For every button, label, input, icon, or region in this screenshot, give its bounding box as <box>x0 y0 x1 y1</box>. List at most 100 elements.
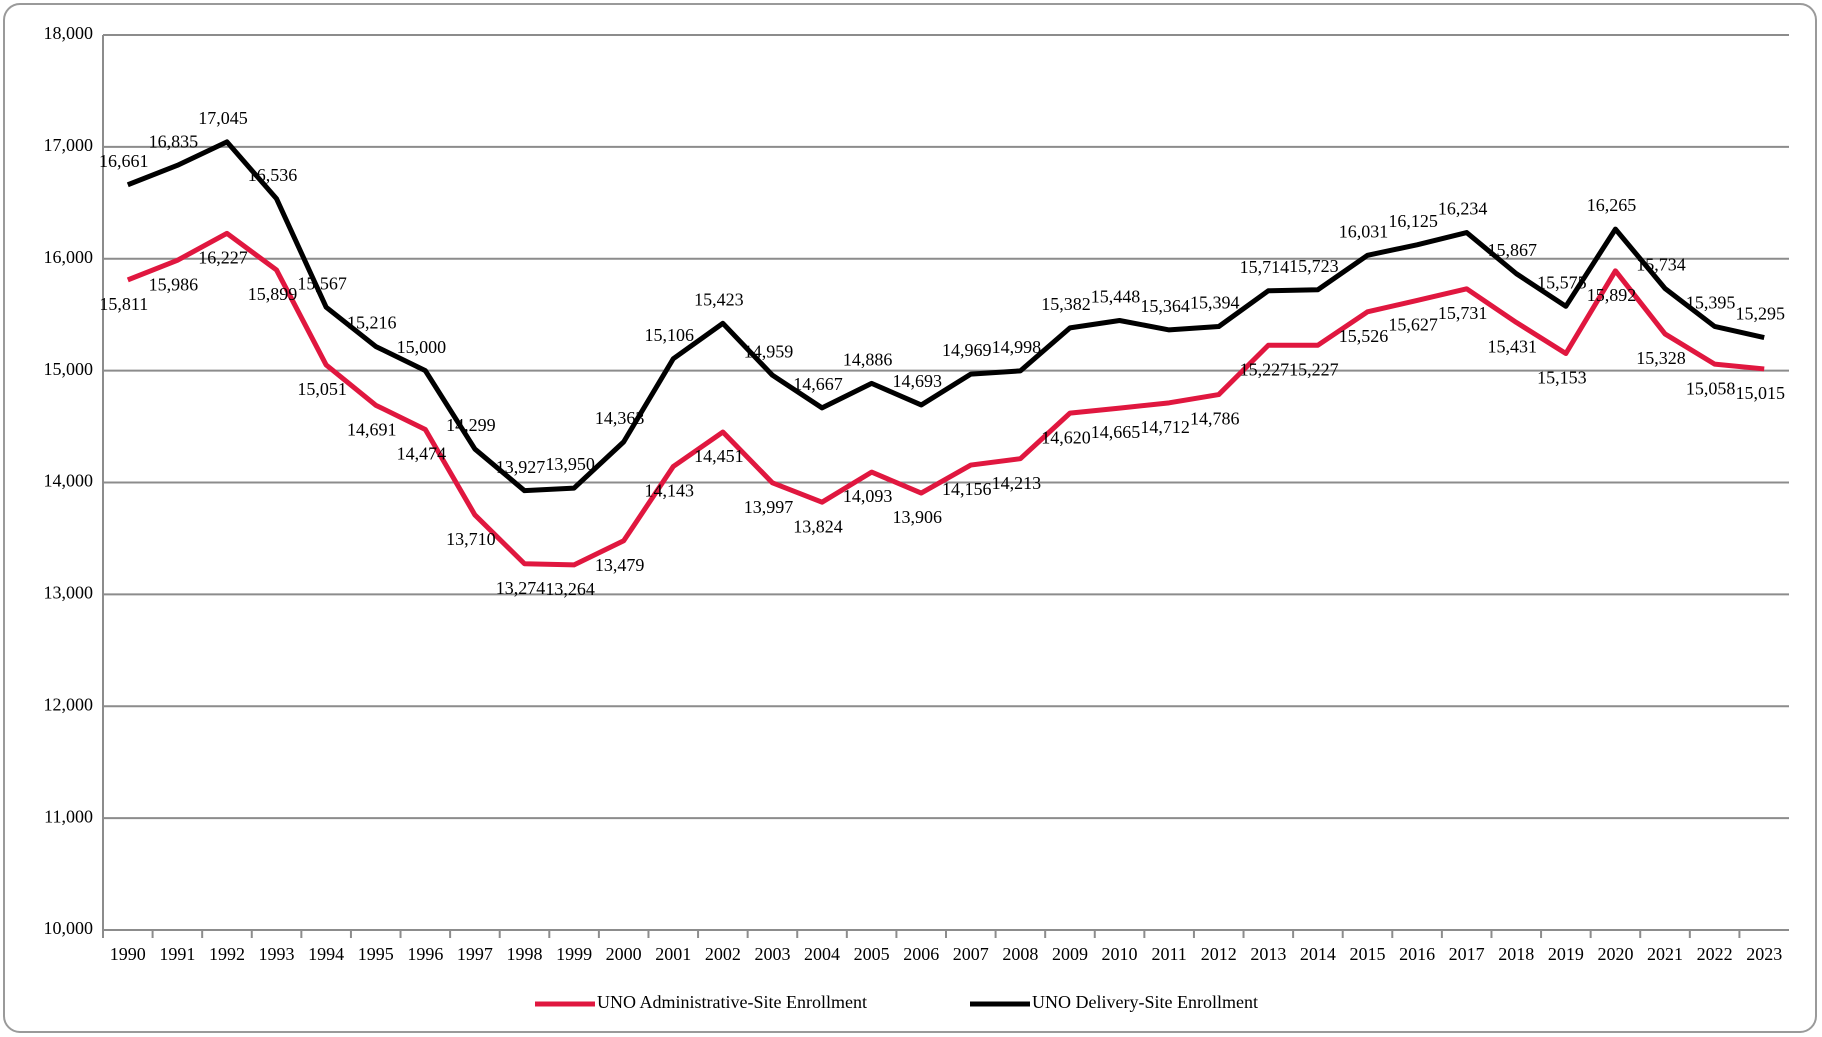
x-tick-label: 2008 <box>1002 944 1038 964</box>
data-label: 15,382 <box>1041 294 1091 314</box>
x-tick-label: 1995 <box>358 944 394 964</box>
x-tick-label: 1999 <box>556 944 592 964</box>
x-tick-label: 2006 <box>903 944 939 964</box>
x-tick-label: 1994 <box>308 944 344 964</box>
x-tick-label: 1997 <box>457 944 493 964</box>
data-label: 15,364 <box>1140 296 1190 316</box>
data-label: 14,299 <box>446 415 496 435</box>
data-label: 15,892 <box>1587 285 1637 305</box>
data-label: 15,723 <box>1289 256 1339 276</box>
y-tick-label: 15,000 <box>44 359 94 379</box>
data-label: 15,567 <box>297 273 347 293</box>
data-label: 15,575 <box>1537 272 1587 292</box>
x-tick-label: 2004 <box>804 944 840 964</box>
data-label: 14,474 <box>397 444 447 464</box>
x-tick-label: 2023 <box>1746 944 1782 964</box>
data-label: 14,363 <box>595 408 645 428</box>
data-label: 15,153 <box>1537 368 1587 388</box>
y-tick-label: 16,000 <box>44 247 94 267</box>
data-label: 15,015 <box>1735 383 1785 403</box>
data-label: 13,927 <box>496 457 546 477</box>
data-label: 13,264 <box>545 579 595 599</box>
x-tick-label: 2012 <box>1201 944 1237 964</box>
data-label: 14,451 <box>694 446 744 466</box>
data-label: 16,835 <box>149 131 199 151</box>
data-label: 15,227 <box>1240 359 1290 379</box>
data-label: 15,448 <box>1091 287 1141 307</box>
data-label: 15,058 <box>1686 378 1736 398</box>
data-label: 17,045 <box>198 108 248 128</box>
data-label: 15,423 <box>694 289 744 309</box>
x-tick-label: 2007 <box>953 944 989 964</box>
data-label: 14,786 <box>1190 409 1240 429</box>
data-label: 15,394 <box>1190 293 1240 313</box>
x-tick-label: 2020 <box>1597 944 1633 964</box>
data-label: 15,328 <box>1636 348 1686 368</box>
x-tick-label: 2018 <box>1498 944 1534 964</box>
data-label: 15,899 <box>248 284 298 304</box>
data-label: 16,661 <box>99 151 149 171</box>
data-label: 13,479 <box>595 555 645 575</box>
data-label: 16,265 <box>1587 195 1637 215</box>
data-label: 14,143 <box>645 481 695 501</box>
data-label: 14,093 <box>843 486 893 506</box>
data-label: 16,234 <box>1438 199 1488 219</box>
x-tick-label: 2005 <box>854 944 890 964</box>
data-label: 16,031 <box>1339 221 1389 241</box>
data-label: 13,824 <box>793 516 843 536</box>
data-label: 14,691 <box>347 419 397 439</box>
x-tick-label: 1990 <box>110 944 146 964</box>
legend-label: UNO Administrative-Site Enrollment <box>597 992 867 1012</box>
data-label: 13,997 <box>744 497 794 517</box>
x-tick-label: 1991 <box>159 944 195 964</box>
x-tick-label: 2009 <box>1052 944 1088 964</box>
data-label: 14,667 <box>793 374 843 394</box>
x-tick-label: 2013 <box>1250 944 1286 964</box>
data-label: 16,125 <box>1388 211 1438 231</box>
x-tick-label: 2000 <box>606 944 642 964</box>
data-label: 14,156 <box>942 479 992 499</box>
x-tick-label: 2002 <box>705 944 741 964</box>
data-label: 15,106 <box>645 325 695 345</box>
data-label: 15,627 <box>1388 315 1438 335</box>
data-label: 15,731 <box>1438 303 1488 323</box>
x-tick-label: 2016 <box>1399 944 1435 964</box>
x-tick-label: 1992 <box>209 944 245 964</box>
data-label: 13,710 <box>446 529 496 549</box>
data-label: 14,712 <box>1140 417 1190 437</box>
data-label: 15,395 <box>1686 293 1736 313</box>
data-label: 15,000 <box>397 337 447 357</box>
x-tick-label: 2015 <box>1350 944 1386 964</box>
y-tick-label: 18,000 <box>44 23 94 43</box>
y-tick-label: 17,000 <box>44 135 94 155</box>
data-label: 13,906 <box>892 507 942 527</box>
data-label: 15,526 <box>1339 326 1389 346</box>
x-tick-label: 2001 <box>655 944 691 964</box>
data-label: 14,959 <box>744 341 794 361</box>
x-tick-label: 1998 <box>507 944 543 964</box>
data-label: 15,431 <box>1488 337 1538 357</box>
data-label: 16,227 <box>198 247 248 267</box>
y-tick-label: 10,000 <box>44 918 94 938</box>
data-label: 15,714 <box>1240 257 1290 277</box>
data-label: 14,213 <box>992 473 1042 493</box>
series-line <box>126 230 1765 568</box>
y-tick-label: 12,000 <box>44 694 94 714</box>
x-tick-label: 1996 <box>407 944 443 964</box>
x-tick-label: 2003 <box>754 944 790 964</box>
data-label: 15,734 <box>1636 255 1686 275</box>
data-label: 15,295 <box>1735 304 1785 324</box>
legend-label: UNO Delivery-Site Enrollment <box>1032 992 1258 1012</box>
data-label: 14,693 <box>892 371 942 391</box>
x-tick-label: 2017 <box>1449 944 1485 964</box>
x-tick-label: 2010 <box>1102 944 1138 964</box>
x-tick-label: 2022 <box>1697 944 1733 964</box>
x-tick-label: 2011 <box>1151 944 1186 964</box>
data-label: 14,886 <box>843 350 893 370</box>
data-label: 15,216 <box>347 313 397 333</box>
y-tick-label: 14,000 <box>44 471 94 491</box>
data-label: 15,227 <box>1289 359 1339 379</box>
data-label: 16,536 <box>248 165 298 185</box>
data-label: 14,665 <box>1091 422 1141 442</box>
